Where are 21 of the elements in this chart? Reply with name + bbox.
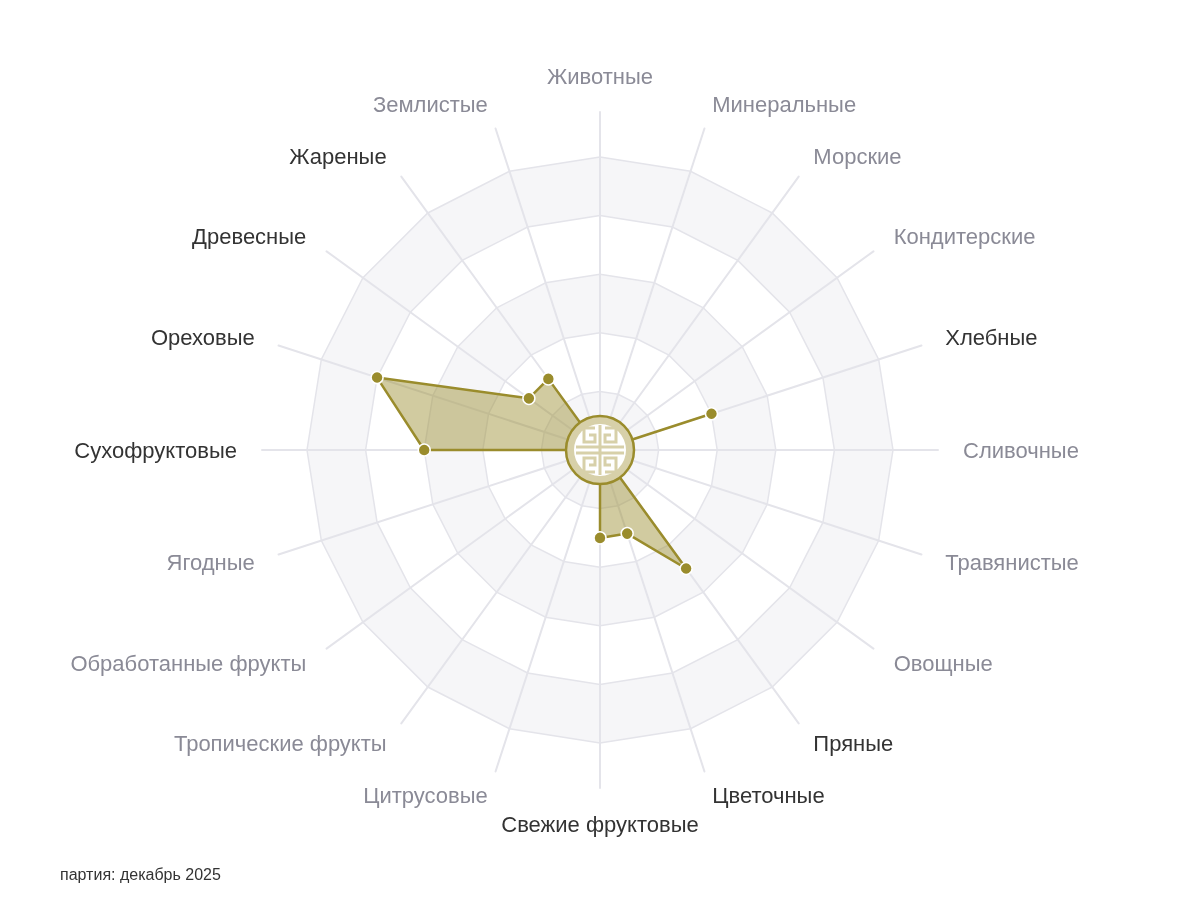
spoke-label: Землистые — [372, 92, 488, 118]
spoke-label: Цветочные — [712, 782, 825, 808]
spoke-label: Древесные — [192, 224, 307, 250]
spoke-label: Хлебные — [945, 325, 1038, 351]
spoke-label: Минеральные — [712, 92, 857, 118]
spoke-label: Ореховые — [150, 325, 255, 351]
spoke-label: Обработанные фрукты — [70, 650, 307, 676]
spoke-label: Пряные — [813, 731, 894, 757]
spoke-label: Тропические фрукты — [173, 731, 387, 757]
spoke-label: Жареные — [289, 143, 387, 169]
spoke-label: Сухофруктовые — [74, 437, 237, 463]
spoke-label: Травянистые — [945, 549, 1079, 575]
spoke-label: Ягодные — [166, 549, 255, 575]
text: партия: декабрь 2025 — [60, 865, 221, 883]
spoke-label: Свежие фруктовые — [501, 811, 699, 837]
spoke-label: Сливочные — [963, 437, 1079, 463]
spoke-label: Животные — [546, 63, 654, 89]
spoke-label: Кондитерские — [893, 224, 1036, 250]
spoke-label: Овощные — [893, 650, 993, 676]
spoke-label: Цитрусовые — [363, 782, 488, 808]
spoke-label: Морские — [813, 143, 902, 169]
